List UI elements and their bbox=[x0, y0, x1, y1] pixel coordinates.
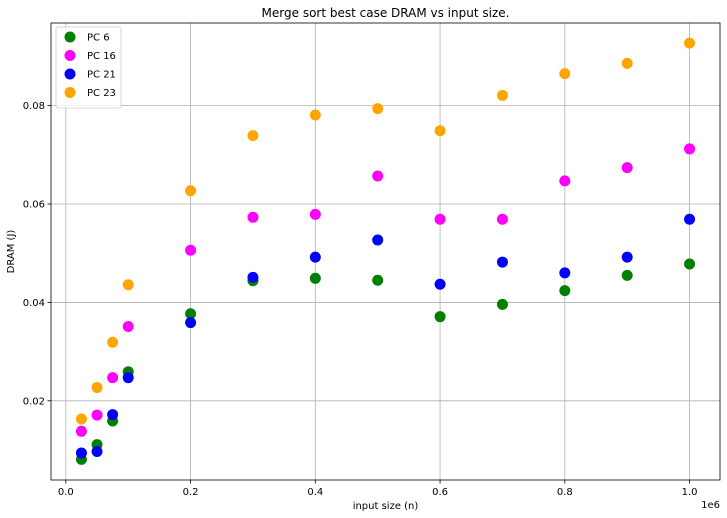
x-axis-offset-label: 1e6 bbox=[701, 500, 720, 511]
point-pc-23 bbox=[107, 336, 119, 348]
y-tick-label: 0.04 bbox=[23, 298, 45, 309]
x-tick-label: 0.6 bbox=[432, 487, 448, 498]
axis-ticks: 0.0 0.2 0.4 0.6 0.8 1.0 0.02 0.04 0.06 0.08 bbox=[23, 101, 698, 498]
data-points bbox=[75, 37, 696, 465]
y-axis-label: DRAM (J) bbox=[6, 230, 17, 274]
point-pc-6 bbox=[684, 258, 696, 270]
x-tick-label: 0.4 bbox=[307, 487, 323, 498]
point-pc-16 bbox=[247, 211, 259, 223]
legend-label: PC 6 bbox=[87, 33, 110, 44]
y-tick-label: 0.02 bbox=[23, 396, 45, 407]
point-pc-21 bbox=[434, 278, 446, 290]
point-pc-21 bbox=[684, 213, 696, 225]
point-pc-6 bbox=[372, 274, 384, 286]
point-pc-16 bbox=[684, 143, 696, 155]
point-pc-21 bbox=[122, 372, 134, 384]
point-pc-21 bbox=[372, 234, 384, 246]
point-pc-16 bbox=[372, 170, 384, 182]
legend-label: PC 16 bbox=[87, 51, 116, 62]
point-pc-21 bbox=[559, 267, 571, 279]
point-pc-6 bbox=[496, 298, 508, 310]
point-pc-16 bbox=[496, 213, 508, 225]
point-pc-23 bbox=[309, 109, 321, 121]
x-tick-label: 0.0 bbox=[58, 487, 74, 498]
point-pc-16 bbox=[434, 213, 446, 225]
point-pc-16 bbox=[559, 175, 571, 187]
point-pc-21 bbox=[91, 445, 103, 457]
point-pc-16 bbox=[91, 409, 103, 421]
y-tick-label: 0.06 bbox=[23, 200, 45, 211]
point-pc-23 bbox=[434, 125, 446, 137]
point-pc-21 bbox=[496, 256, 508, 268]
point-pc-23 bbox=[185, 185, 197, 197]
point-pc-23 bbox=[75, 413, 87, 425]
point-pc-21 bbox=[621, 251, 633, 263]
point-pc-23 bbox=[684, 37, 696, 49]
point-pc-21 bbox=[185, 317, 197, 329]
point-pc-21 bbox=[309, 251, 321, 263]
point-pc-16 bbox=[621, 162, 633, 174]
point-pc-23 bbox=[621, 57, 633, 69]
point-pc-16 bbox=[75, 425, 87, 437]
x-tick-label: 0.2 bbox=[183, 487, 199, 498]
x-tick-label: 1.0 bbox=[682, 487, 698, 498]
point-pc-23 bbox=[122, 279, 134, 291]
legend-marker bbox=[64, 31, 76, 43]
point-pc-16 bbox=[107, 372, 119, 384]
legend-marker bbox=[64, 68, 76, 80]
x-axis-label: input size (n) bbox=[353, 501, 419, 512]
legend-marker bbox=[64, 87, 76, 98]
legend: PC 6 PC 16 PC 21 PC 23 bbox=[55, 26, 122, 109]
point-pc-16 bbox=[185, 244, 197, 256]
chart-title: Merge sort best case DRAM vs input size. bbox=[262, 6, 510, 20]
point-pc-6 bbox=[434, 311, 446, 323]
legend-marker bbox=[64, 50, 76, 61]
point-pc-6 bbox=[559, 285, 571, 297]
legend-label: PC 21 bbox=[87, 70, 116, 81]
point-pc-6 bbox=[309, 272, 321, 284]
point-pc-23 bbox=[91, 382, 103, 394]
point-pc-23 bbox=[372, 103, 384, 115]
point-pc-23 bbox=[247, 130, 259, 142]
point-pc-16 bbox=[309, 208, 321, 220]
point-pc-6 bbox=[185, 308, 197, 320]
legend-label: PC 23 bbox=[87, 88, 116, 99]
point-pc-23 bbox=[559, 68, 571, 80]
point-pc-23 bbox=[496, 89, 508, 101]
point-pc-21 bbox=[247, 271, 259, 283]
y-tick-label: 0.08 bbox=[23, 101, 45, 112]
point-pc-6 bbox=[621, 269, 633, 281]
point-pc-21 bbox=[75, 447, 87, 459]
point-pc-21 bbox=[107, 409, 119, 421]
x-tick-label: 0.8 bbox=[557, 487, 573, 498]
point-pc-16 bbox=[122, 321, 134, 333]
plot-frame bbox=[50, 22, 721, 481]
